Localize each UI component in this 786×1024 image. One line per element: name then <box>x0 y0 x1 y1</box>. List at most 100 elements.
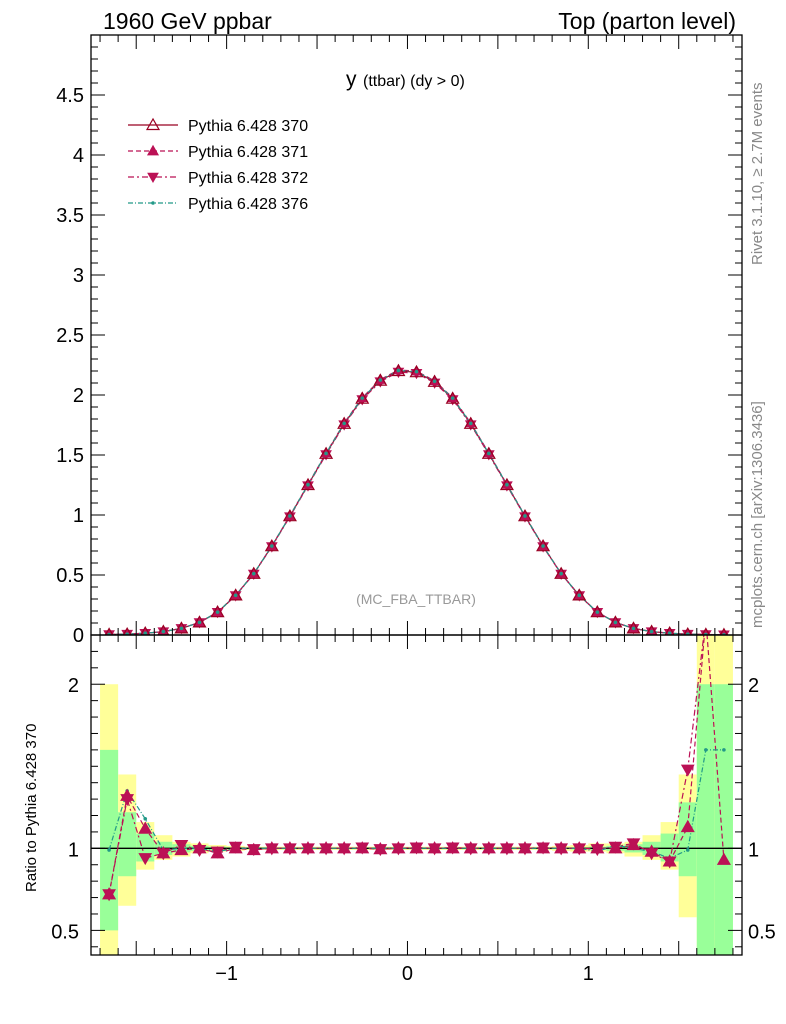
ratio-y-tick-label-right: 2 <box>748 675 759 697</box>
ratio-point <box>319 843 333 856</box>
ratio-point <box>680 764 695 777</box>
data-point <box>427 374 442 387</box>
data-point <box>613 620 618 625</box>
mcplots-label: mcplots.cern.ch [arXiv:1306.3436] <box>749 401 766 628</box>
data-point <box>667 631 672 635</box>
header-left: 1960 GeV ppbar <box>103 8 272 34</box>
data-point <box>523 514 527 518</box>
band-inner-bin <box>714 684 733 955</box>
data-point <box>378 378 383 382</box>
data-point <box>554 566 569 579</box>
series-line-4 <box>109 369 724 635</box>
data-point <box>631 626 636 631</box>
ratio-point <box>246 844 261 857</box>
ratio-point <box>445 842 460 855</box>
data-point <box>559 571 563 576</box>
ratio-point <box>590 844 605 857</box>
data-point <box>174 621 189 634</box>
rivet-label: Rivet 3.1.10, ≥ 2.7M events <box>749 83 766 266</box>
x-tick-label: 1 <box>583 963 594 985</box>
main-y-tick-label: 4.5 <box>56 85 84 107</box>
main-y-tick-label: 0 <box>73 625 84 647</box>
ratio-point <box>644 848 659 861</box>
main-y-tick-label: 4 <box>73 145 84 167</box>
ratio-point <box>722 748 726 752</box>
ratio-y-tick-label-right: 1 <box>748 839 759 861</box>
plot-title-main: y <box>346 68 357 91</box>
data-point <box>391 363 406 377</box>
data-point <box>396 368 401 373</box>
data-point <box>233 593 238 598</box>
ratio-point <box>373 844 388 857</box>
ratio-point <box>662 856 677 869</box>
legend-label-1: Pythia 6.428 370 <box>188 118 308 135</box>
ratio-point <box>120 794 135 807</box>
data-point <box>104 627 114 635</box>
data-point <box>685 632 690 635</box>
legend-label-3: Pythia 6.428 372 <box>188 170 308 187</box>
data-point <box>468 421 473 426</box>
ratio-point <box>572 843 587 856</box>
data-point <box>143 631 148 635</box>
band-inner-bin <box>100 749 119 931</box>
data-point <box>251 571 256 576</box>
main-y-tick-label: 2 <box>73 385 84 407</box>
ratio-point <box>192 844 207 857</box>
ratio-point <box>264 843 279 856</box>
data-point <box>463 416 478 429</box>
ratio-frame <box>90 634 743 956</box>
ratio-point <box>427 843 442 856</box>
ratio-point <box>608 841 623 854</box>
data-point <box>649 629 654 634</box>
ratio-point <box>138 853 153 866</box>
data-point <box>608 615 623 628</box>
legend-marker-4 <box>151 201 155 205</box>
ratio-point <box>536 842 550 855</box>
data-point <box>590 604 605 618</box>
axes <box>90 34 743 956</box>
x-tick-label: 0 <box>402 963 413 985</box>
data-point <box>577 593 582 598</box>
data-point <box>645 624 658 635</box>
data-point <box>122 626 132 635</box>
ratio-uncertainty-bands <box>100 635 733 955</box>
ratio-point <box>391 843 406 856</box>
data-point <box>324 451 328 456</box>
ratio-point <box>138 821 153 834</box>
data-point <box>409 364 424 378</box>
header-right: Top (parton level) <box>558 8 736 34</box>
ratio-point <box>102 889 116 902</box>
ratio-point <box>700 613 712 624</box>
data-point <box>499 477 514 491</box>
data-point <box>355 391 370 404</box>
ratio-y-axis-label: Ratio to Pythia 6.428 370 <box>23 724 40 892</box>
ratio-point <box>700 614 712 625</box>
data-point <box>505 482 509 487</box>
ratio-point <box>704 748 708 752</box>
ratio-point <box>554 843 569 856</box>
ratio-y-tick-label-left: 2 <box>68 675 79 697</box>
ratio-point <box>107 848 111 852</box>
data-point <box>228 588 243 601</box>
data-point <box>288 514 292 518</box>
ratio-point <box>463 843 478 856</box>
data-point <box>517 508 533 522</box>
ratio-series-markers <box>102 613 731 902</box>
ratio-point <box>409 842 424 855</box>
band-inner-bin <box>660 833 679 862</box>
main-y-tick-label: 3 <box>73 265 84 287</box>
data-point <box>445 391 460 404</box>
data-point <box>450 396 455 400</box>
data-point <box>192 615 207 628</box>
ratio-point <box>143 816 148 821</box>
data-point <box>270 544 274 548</box>
data-point <box>701 627 711 635</box>
data-point <box>161 629 166 634</box>
ratio-point <box>716 852 731 865</box>
legend-marker-3 <box>147 172 159 184</box>
data-point <box>210 604 225 618</box>
ratio-y-tick-label-left: 1 <box>68 839 79 861</box>
ratio-y-tick-label-right: 0.5 <box>748 921 776 943</box>
data-point <box>319 446 334 459</box>
ratio-point <box>718 614 730 625</box>
